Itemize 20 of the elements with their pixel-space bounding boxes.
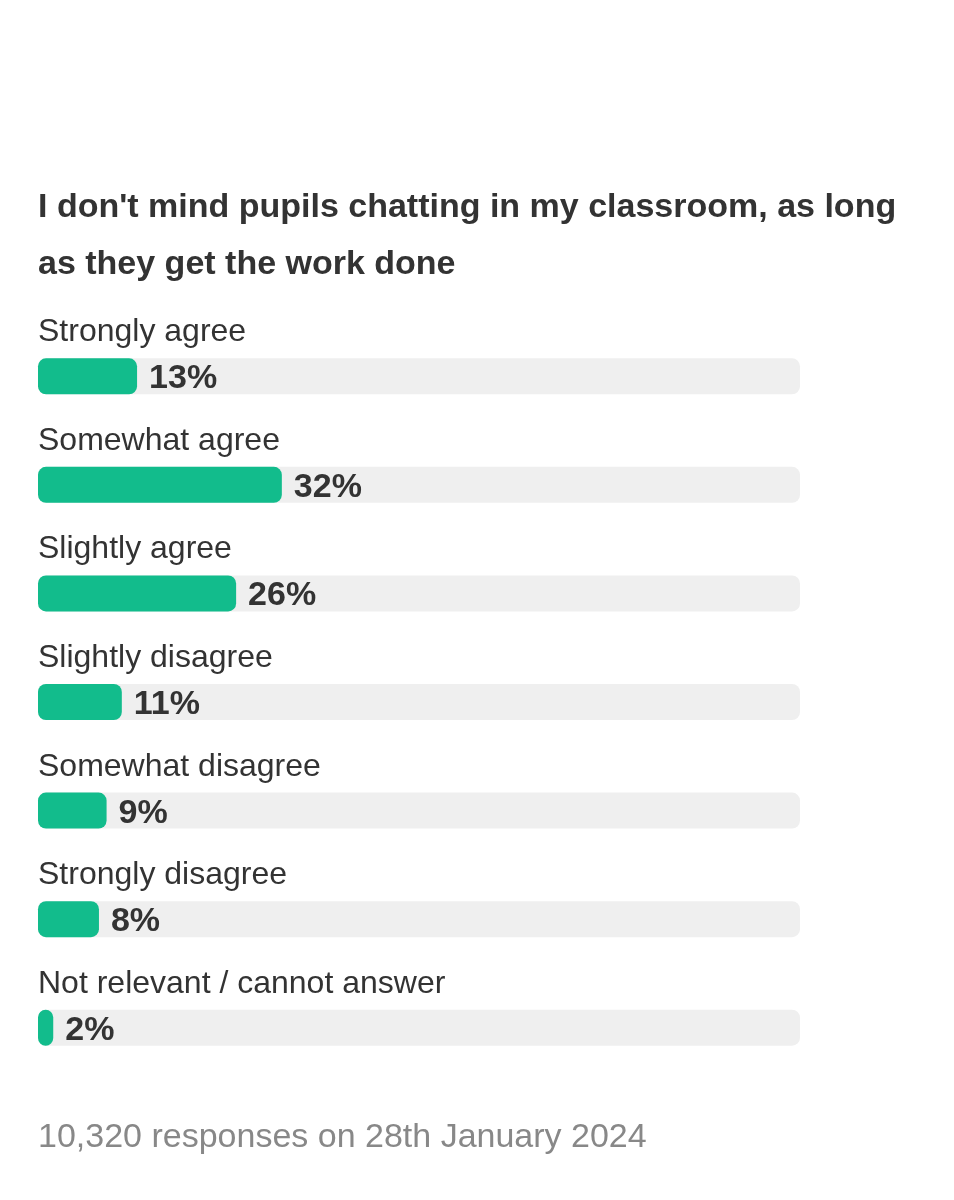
bar xyxy=(38,792,107,829)
y-tick-label: Slightly agree xyxy=(38,529,232,566)
data-label: 26% xyxy=(248,574,317,613)
data-label: 32% xyxy=(293,465,362,504)
y-tick-label: Not relevant / cannot answer xyxy=(38,963,446,1000)
data-label: 11% xyxy=(133,683,201,721)
chart-title: I don't mind pupils chatting in my classroom, as long as they get the work done xyxy=(38,185,906,281)
data-label: 9% xyxy=(118,791,168,830)
bar xyxy=(38,901,99,938)
data-label: 13% xyxy=(149,357,218,396)
y-tick-label: Somewhat disagree xyxy=(38,746,321,783)
y-tick-label: Somewhat agree xyxy=(38,420,280,457)
data-label: 8% xyxy=(110,900,161,939)
data-label: 2% xyxy=(65,1008,115,1047)
bar xyxy=(38,684,122,720)
text: 10,320 responses on 28th January 2024 xyxy=(38,1116,647,1154)
y-tick-label: Strongly agree xyxy=(38,312,247,349)
y-tick-label: Slightly disagree xyxy=(38,638,273,674)
bar xyxy=(38,358,138,395)
y-tick-label: Strongly disagree xyxy=(38,855,288,892)
